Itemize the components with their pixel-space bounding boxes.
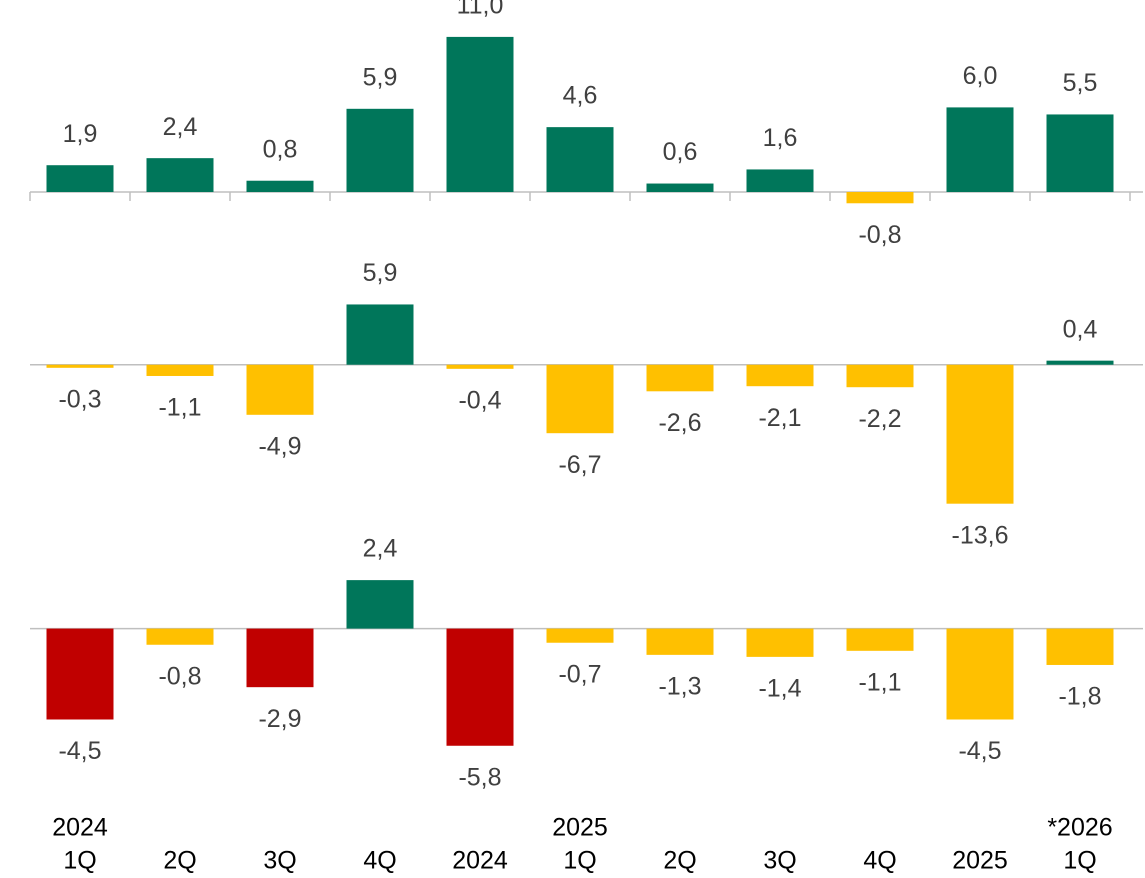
bar (946, 107, 1014, 192)
value-label: 0,6 (663, 138, 698, 166)
x-tick-label: 1Q (1063, 847, 1096, 875)
value-label: 2,4 (163, 113, 198, 141)
bar (446, 36, 514, 193)
value-label: -6,7 (558, 451, 601, 479)
bar (246, 628, 314, 688)
value-label: -2,9 (258, 705, 301, 733)
value-label: 2,4 (363, 535, 398, 563)
value-label: -1,8 (1058, 683, 1101, 711)
value-label: 5,5 (1063, 69, 1098, 97)
value-label: -4,9 (258, 432, 301, 460)
bar (1046, 360, 1114, 365)
bar (546, 127, 614, 192)
bar (946, 628, 1014, 720)
bar (346, 580, 414, 629)
value-label: -0,8 (158, 662, 201, 690)
bar (446, 364, 514, 369)
value-label: 0,4 (1063, 315, 1098, 343)
bar (146, 158, 214, 192)
bar (746, 628, 814, 657)
value-label: 4,6 (563, 82, 598, 110)
bar (846, 192, 914, 204)
x-tick-label: 2025 (952, 847, 1008, 875)
bar (246, 364, 314, 415)
bar (846, 364, 914, 388)
value-label: 11,0 (457, 0, 504, 20)
bar (446, 628, 514, 746)
bar (546, 364, 614, 434)
x-tick-label: 1Q (563, 847, 596, 875)
bar (346, 108, 414, 192)
value-label: -1,4 (758, 674, 801, 702)
value-label: -13,6 (952, 521, 1009, 549)
bar (546, 628, 614, 643)
value-label: -5,8 (458, 763, 501, 791)
bar (46, 165, 114, 192)
x-tick-label: 3Q (763, 847, 796, 875)
value-label: -0,3 (58, 385, 101, 413)
x-tick-label: 1Q (63, 847, 96, 875)
x-tick-label: 2024 (452, 847, 508, 875)
value-label: -2,2 (858, 405, 901, 433)
bar (746, 364, 814, 387)
value-label: 1,9 (63, 120, 98, 148)
x-tick-label: 2Q (663, 847, 696, 875)
x-tick-label: 2025 (552, 814, 608, 842)
value-label: -1,3 (658, 672, 701, 700)
x-tick-label: 3Q (263, 847, 296, 875)
bar (646, 364, 714, 392)
x-tick-label: 4Q (363, 847, 396, 875)
bar (346, 304, 414, 365)
bar (746, 169, 814, 192)
bar (146, 628, 214, 645)
bar (146, 364, 214, 376)
value-label: 1,6 (763, 124, 798, 152)
bar (646, 628, 714, 655)
value-label: -4,5 (58, 737, 101, 765)
x-tick-label: *2026 (1047, 814, 1112, 842)
x-tick-label: 4Q (863, 847, 896, 875)
value-label: -0,8 (858, 221, 901, 249)
bar (1046, 628, 1114, 665)
bar (646, 183, 714, 192)
x-tick-label: 2Q (163, 847, 196, 875)
x-tick-label: 2024 (52, 814, 108, 842)
value-label: 0,8 (263, 135, 298, 163)
value-label: -1,1 (158, 394, 201, 422)
value-label: -0,4 (458, 386, 501, 414)
bar (46, 364, 114, 368)
value-label: -2,1 (758, 404, 801, 432)
bar (946, 364, 1014, 504)
value-label: -1,1 (858, 668, 901, 696)
value-label: 5,9 (363, 63, 398, 91)
bar (846, 628, 914, 651)
value-label: -2,6 (658, 409, 701, 437)
bar (1046, 114, 1114, 192)
bar (46, 628, 114, 720)
bar (246, 180, 314, 192)
value-label: -0,7 (558, 660, 601, 688)
value-label: 5,9 (363, 259, 398, 287)
value-label: -4,5 (958, 737, 1001, 765)
value-label: 6,0 (963, 62, 998, 90)
